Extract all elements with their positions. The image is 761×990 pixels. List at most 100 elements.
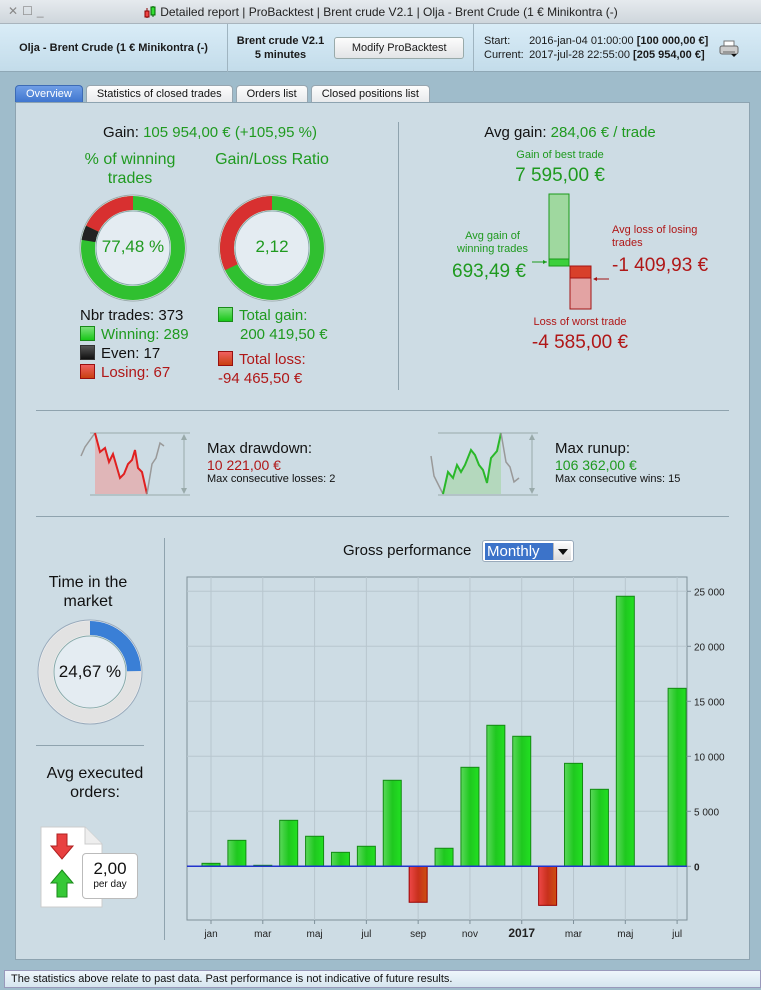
tab-statistics-closed-trades[interactable]: Statistics of closed trades (85, 85, 233, 102)
maximize-icon[interactable]: ☐ (22, 4, 37, 18)
bar-2017-jan (512, 735, 532, 867)
avg-orders-value: 2,00 (93, 859, 127, 878)
instrument-name: Olja - Brent Crude (1 € Minikontra (-) (19, 42, 208, 54)
instrument-section: Olja - Brent Crude (1 € Minikontra (-) (0, 24, 228, 72)
time-in-market-value: 24,67 % (58, 662, 122, 681)
total-gain-value: 200 419,50 € (240, 326, 328, 343)
ratio-ring-chart (218, 194, 326, 302)
best-trade-label: Gain of best trade (516, 149, 604, 161)
chart-plot-area (186, 576, 688, 921)
bar-2016-sep (408, 865, 428, 903)
dates-section: Start: 2016-jan-04 01:00:00 [100 000,00 … (474, 24, 761, 72)
arrow-up-icon (49, 869, 75, 898)
nbr-trades: Nbr trades: 373 (80, 307, 184, 324)
ytick-label: 5 000 (694, 807, 719, 818)
start-label: Start: (484, 35, 511, 47)
avg-win-label: Avg gain of winning trades (457, 230, 528, 255)
strategy-section: Brent crude V2.1 5 minutes Modify ProBac… (228, 24, 474, 72)
bar-2016-aug (382, 779, 402, 867)
winning-pct-title: % of winning trades (84, 151, 176, 187)
winning-legend-swatch (80, 326, 95, 341)
divider-vertical (398, 122, 399, 390)
divider-horizontal-2 (36, 516, 729, 517)
avg-win-value: 693,49 € (452, 261, 526, 282)
gross-performance-chart: 0 5 000 10 000 15 000 20 000 25 000 jan mar maj j… (186, 576, 725, 940)
bar-2017-mar (564, 762, 584, 867)
divider-horizontal (36, 410, 729, 411)
max-consecutive-wins: Max consecutive wins: 15 (555, 473, 681, 485)
bar-2016-dec (486, 724, 506, 867)
drawdown-sparkline (80, 432, 190, 496)
tab-closed-positions-list[interactable]: Closed positions list (310, 85, 430, 102)
avg-orders-badge: 2,00 per day (82, 853, 138, 899)
strategy-timeframe: 5 minutes (254, 49, 307, 61)
period-select-value: Monthly (485, 543, 553, 560)
runup-sparkline (430, 432, 538, 496)
close-icon[interactable]: ✕ (8, 4, 23, 18)
even-segment (81, 225, 99, 243)
modify-probacktest-button[interactable]: Modify ProBacktest (334, 37, 465, 59)
winning-ring-chart (79, 194, 187, 302)
total-gain-swatch (218, 307, 233, 322)
avg-gain-label: Avg gain: (484, 124, 547, 141)
current-capital: [205 954,00 €] (633, 49, 705, 61)
runup-value: 106 362,00 € (555, 457, 637, 473)
xtick-label: nov (462, 929, 478, 940)
worst-trade-label: Loss of worst trade (533, 316, 627, 328)
runup-block: Max runup: 106 362,00 € Max consecutive … (555, 440, 680, 485)
avg-orders-title: Avg executed orders: (46, 765, 144, 801)
xtick-label: mar (254, 929, 272, 940)
ytick-label: 10 000 (694, 752, 725, 763)
xtick-label: mar (565, 929, 583, 940)
ratio-value: 2,12 (255, 237, 289, 256)
runup-label: Max runup: (555, 440, 631, 457)
drawdown-value: 10 221,00 € (207, 457, 281, 473)
bar-2016-maj (305, 835, 325, 867)
xtick-label: 2017 (508, 926, 535, 940)
losing-segment (86, 196, 134, 233)
tab-overview[interactable]: Overview (15, 85, 83, 102)
avg-loss-value: -1 409,93 € (612, 255, 709, 276)
trade-counts: Nbr trades: 373 Winning: 289 Even: 17 Lo… (80, 306, 189, 382)
strategy-name: Brent crude V2.1 (236, 35, 325, 47)
bar-2016-nov (460, 766, 480, 867)
xtick-label: jan (203, 929, 217, 940)
winning-count: Winning: 289 (101, 326, 189, 343)
xtick-label: maj (307, 929, 323, 940)
bar-2016-jul (356, 845, 376, 867)
ytick-label: 0 (694, 862, 700, 873)
even-count: Even: 17 (101, 345, 161, 362)
even-legend-swatch (80, 345, 95, 360)
bar-2016-okt (434, 847, 454, 867)
tab-orders-list[interactable]: Orders list (235, 85, 308, 102)
xtick-label: sep (410, 929, 427, 940)
start-capital: [100 000,00 €] (636, 35, 709, 47)
losing-count: Losing: 67 (101, 364, 171, 381)
divider-horizontal-3 (36, 745, 144, 746)
xtick-label: jul (360, 929, 371, 940)
bar-2017-feb (538, 865, 558, 906)
avg-win-arrow (543, 260, 547, 264)
candlestick-icon (144, 6, 156, 18)
bar-2016-jun (330, 851, 350, 867)
losing-legend-swatch (80, 364, 95, 379)
period-select[interactable]: Monthly (482, 540, 574, 562)
bar-2016-feb (227, 839, 247, 867)
printer-icon[interactable] (719, 40, 739, 58)
chevron-down-icon[interactable] (553, 543, 571, 560)
best-trade-value: 7 595,00 € (515, 165, 605, 186)
max-consecutive-losses: Max consecutive losses: 2 (207, 473, 336, 485)
xtick-label: jul (671, 929, 682, 940)
minimize-icon[interactable]: _ (36, 4, 48, 18)
window-controls: ✕☐_ (8, 4, 48, 18)
gain-summary: Gain: 105 954,00 € (+105,95 %) (60, 124, 360, 141)
worst-trade-value: -4 585,00 € (531, 332, 629, 353)
window-title: Detailed report | ProBacktest | Brent cr… (160, 5, 618, 19)
status-bar: The statistics above relate to past data… (4, 970, 761, 988)
ytick-label: 20 000 (694, 642, 725, 653)
drawdown-label: Max drawdown: (207, 440, 313, 457)
time-in-market-ring (37, 619, 143, 725)
avg-loss-label: Avg loss of losing trades (612, 224, 698, 249)
title-bar: ✕☐_ Detailed report | ProBacktest | Bren… (0, 0, 761, 24)
xtick-label: maj (617, 929, 633, 940)
